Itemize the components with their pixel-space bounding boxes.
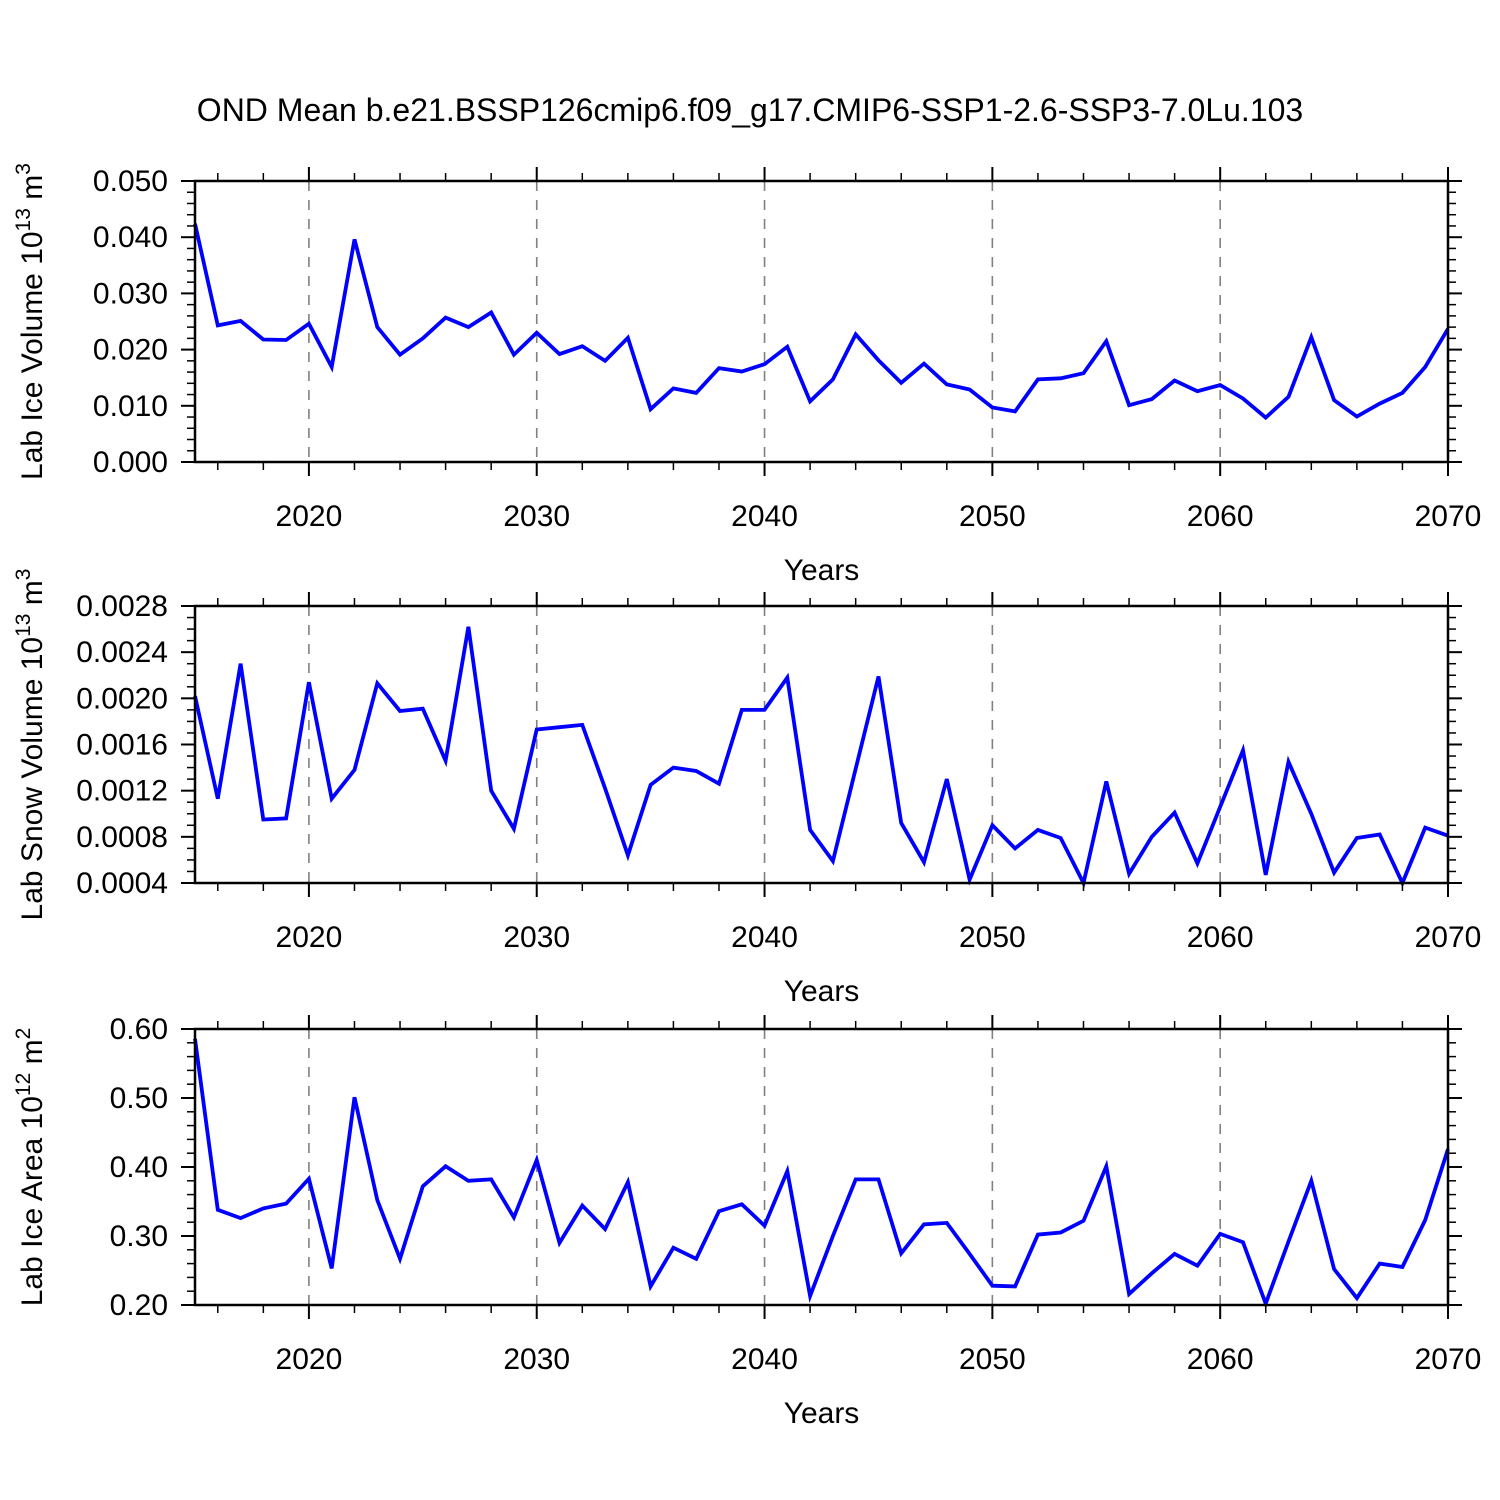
x-tick-label: 2050 xyxy=(959,921,1026,954)
y-tick-label: 0.0016 xyxy=(76,729,168,762)
x-tick-label: 2030 xyxy=(503,921,570,954)
y-tick-label: 0.0004 xyxy=(76,867,168,900)
series-line-lab-snow-volume xyxy=(193,626,1449,889)
y-tick-label: 0.050 xyxy=(93,165,168,198)
plot-frame xyxy=(193,179,1450,464)
x-tick-label: 2040 xyxy=(731,921,798,954)
x-tick-label: 2030 xyxy=(503,500,570,533)
y-tick-label: 0.010 xyxy=(93,390,168,423)
y-tick-label: 0.030 xyxy=(93,277,168,310)
x-tick-label: 2060 xyxy=(1187,500,1254,533)
y-axis-title: Lab Snow Volume 1013 m3 xyxy=(12,569,49,921)
y-tick-label: 0.000 xyxy=(93,446,168,479)
x-tick-label: 2020 xyxy=(276,500,343,533)
y-tick-label: 0.60 xyxy=(110,1013,168,1046)
x-tick-label: 2040 xyxy=(731,500,798,533)
x-tick-label: 2050 xyxy=(959,1343,1026,1376)
y-tick-label: 0.0020 xyxy=(76,682,168,715)
x-tick-label: 2060 xyxy=(1187,921,1254,954)
x-tick-label: 2070 xyxy=(1415,500,1482,533)
x-tick-label: 2070 xyxy=(1415,1343,1482,1376)
x-tick-label: 2050 xyxy=(959,500,1026,533)
x-tick-label: 2040 xyxy=(731,1343,798,1376)
y-tick-label: 0.20 xyxy=(110,1289,168,1322)
y-tick-label: 0.40 xyxy=(110,1151,168,1184)
y-tick-label: 0.0028 xyxy=(76,590,168,623)
series-line-lab-ice-volume xyxy=(193,223,1450,421)
y-tick-label: 0.040 xyxy=(93,221,168,254)
x-tick-label: 2030 xyxy=(503,1343,570,1376)
y-tick-label: 0.020 xyxy=(93,334,168,367)
y-tick-label: 0.30 xyxy=(110,1220,168,1253)
y-tick-label: 0.0012 xyxy=(76,775,168,808)
y-axis-title: Lab Ice Area 1012 m2 xyxy=(12,1028,49,1307)
y-tick-label: 0.50 xyxy=(110,1082,168,1115)
x-tick-label: 2020 xyxy=(276,921,343,954)
y-tick-label: 0.0024 xyxy=(76,636,168,669)
x-axis-title: Years xyxy=(784,554,860,587)
x-tick-label: 2070 xyxy=(1415,921,1482,954)
x-axis-title: Years xyxy=(784,1397,860,1430)
chart-title: OND Mean b.e21.BSSP126cmip6.f09_g17.CMIP… xyxy=(196,92,1304,128)
x-axis-title: Years xyxy=(784,975,860,1008)
y-axis-title: Lab Ice Volume 1013 m3 xyxy=(12,163,49,480)
series-line-lab-ice-area xyxy=(193,1038,1450,1310)
x-tick-label: 2060 xyxy=(1187,1343,1254,1376)
y-tick-label: 0.0008 xyxy=(76,821,168,854)
x-tick-label: 2020 xyxy=(276,1343,343,1376)
